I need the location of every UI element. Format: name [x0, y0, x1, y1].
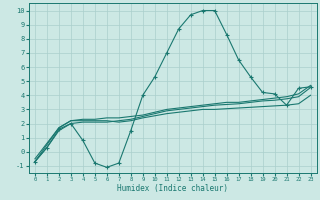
X-axis label: Humidex (Indice chaleur): Humidex (Indice chaleur) — [117, 184, 228, 193]
